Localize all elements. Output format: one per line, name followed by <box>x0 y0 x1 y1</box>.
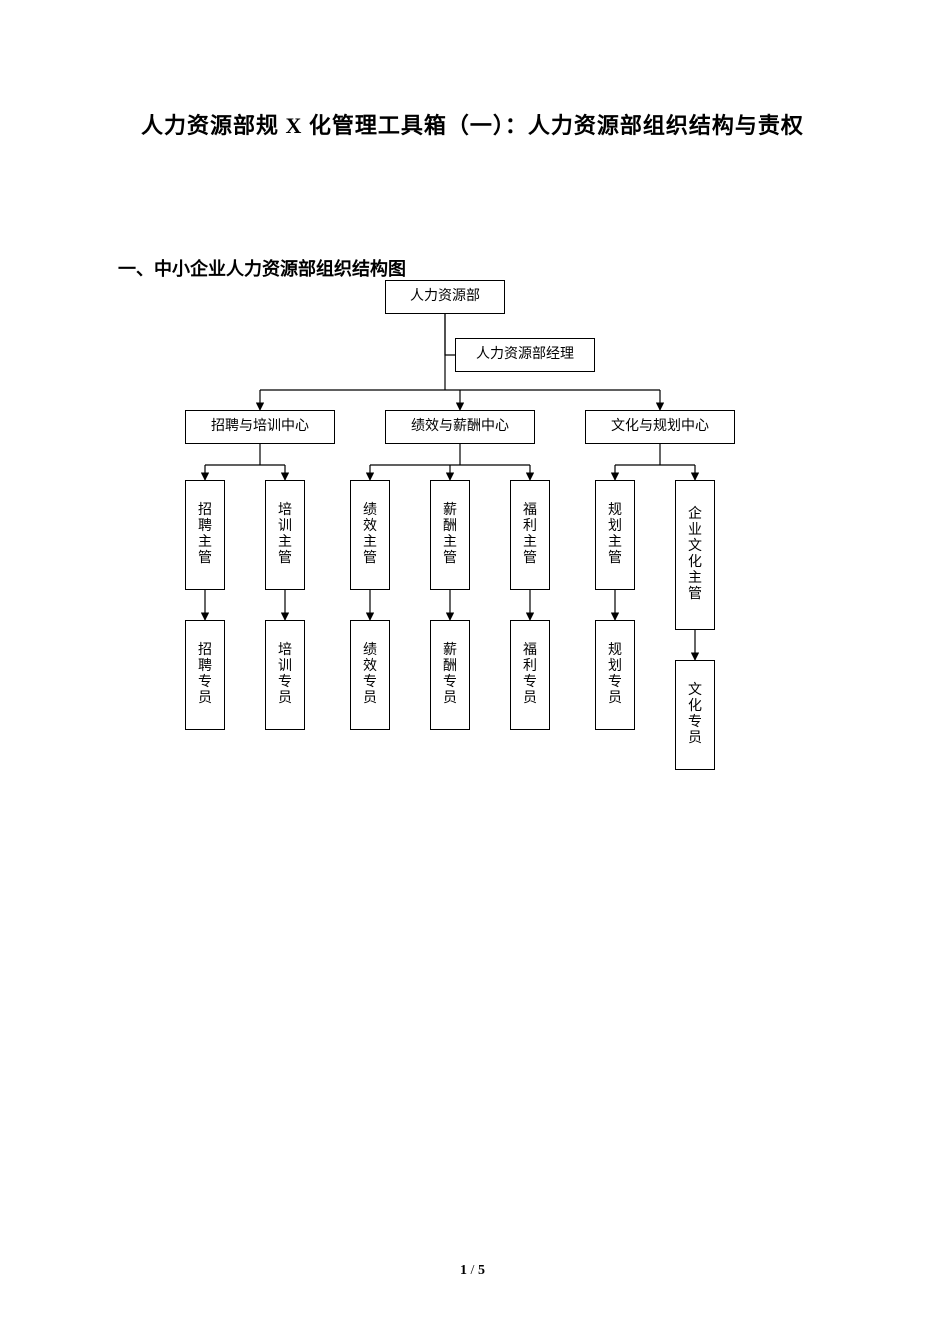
org-node-e11: 招聘专员 <box>185 620 225 730</box>
org-node-e22: 薪酬专员 <box>430 620 470 730</box>
page-footer: 1 / 5 <box>0 1263 945 1279</box>
section-heading: 一、中小企业人力资源部组织结构图 <box>118 255 406 281</box>
org-node-s32: 企业文化主管 <box>675 480 715 630</box>
page: 人力资源部规 X 化管理工具箱（一）：人力资源部组织结构与责权 一、中小企业人力… <box>0 0 945 1337</box>
org-node-s11: 招聘主管 <box>185 480 225 590</box>
footer-page-current: 1 <box>460 1263 467 1278</box>
org-node-s31: 规划主管 <box>595 480 635 590</box>
org-node-s23: 福利主管 <box>510 480 550 590</box>
org-node-e21: 绩效专员 <box>350 620 390 730</box>
org-node-mgr: 人力资源部经理 <box>455 338 595 372</box>
footer-page-total: 5 <box>478 1263 485 1278</box>
org-node-c1: 招聘与培训中心 <box>185 410 335 444</box>
org-chart: 人力资源部人力资源部经理招聘与培训中心 绩效与薪酬中心 文化与规划中心招聘主管培训主… <box>145 280 785 840</box>
footer-sep: / <box>467 1263 478 1278</box>
org-node-e32: 文化专员 <box>675 660 715 770</box>
org-node-e23: 福利专员 <box>510 620 550 730</box>
org-node-root: 人力资源部 <box>385 280 505 314</box>
org-node-c3: 文化与规划中心 <box>585 410 735 444</box>
org-node-e31: 规划专员 <box>595 620 635 730</box>
org-node-s22: 薪酬主管 <box>430 480 470 590</box>
org-node-s12: 培训主管 <box>265 480 305 590</box>
org-node-e12: 培训专员 <box>265 620 305 730</box>
org-node-s21: 绩效主管 <box>350 480 390 590</box>
org-node-c2: 绩效与薪酬中心 <box>385 410 535 444</box>
page-title: 人力资源部规 X 化管理工具箱（一）：人力资源部组织结构与责权 <box>0 108 945 140</box>
